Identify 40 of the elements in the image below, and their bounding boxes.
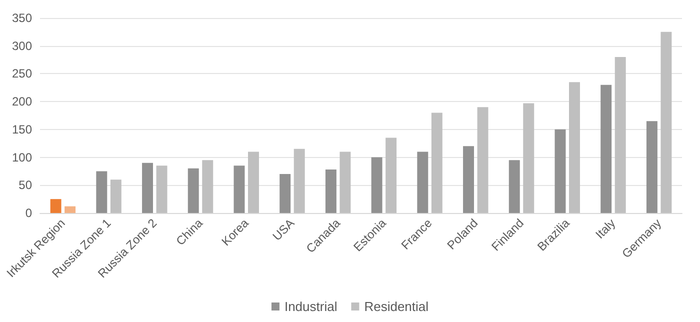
bar [294,148,305,213]
y-tick-label: 100 [12,150,32,164]
y-tick-label: 350 [12,11,32,25]
bar [371,157,382,213]
bar [417,152,428,213]
bar [280,174,291,213]
bar [142,162,153,213]
bar [325,170,336,213]
y-tick-label: 50 [18,178,32,192]
bar [188,168,199,213]
bar [569,82,580,213]
bar [110,180,122,213]
bar [431,112,442,213]
bar [156,166,168,213]
x-tick-label: Italy [592,216,618,242]
legend-label: Residential [364,299,429,314]
bar [96,171,108,213]
bar [50,199,62,213]
y-tick-label: 200 [12,94,32,109]
bar [248,152,259,213]
y-tick-label: 0 [25,206,32,220]
legend-label: Industrial [284,299,338,314]
bar [202,160,214,213]
bar [660,32,672,213]
y-tick-label: 150 [12,122,32,136]
y-tick-label: 250 [12,66,32,81]
bar [600,84,612,213]
bar [523,103,534,213]
bar [340,152,351,213]
bar [614,57,626,213]
x-tick-label: USA [270,216,298,244]
bar [477,107,488,213]
y-tick-label: 300 [12,38,32,53]
bar [386,138,397,213]
bar [554,129,566,213]
bar [463,146,474,213]
bar [508,160,520,213]
bar [64,206,76,213]
bar [234,166,245,213]
bar [646,121,658,213]
